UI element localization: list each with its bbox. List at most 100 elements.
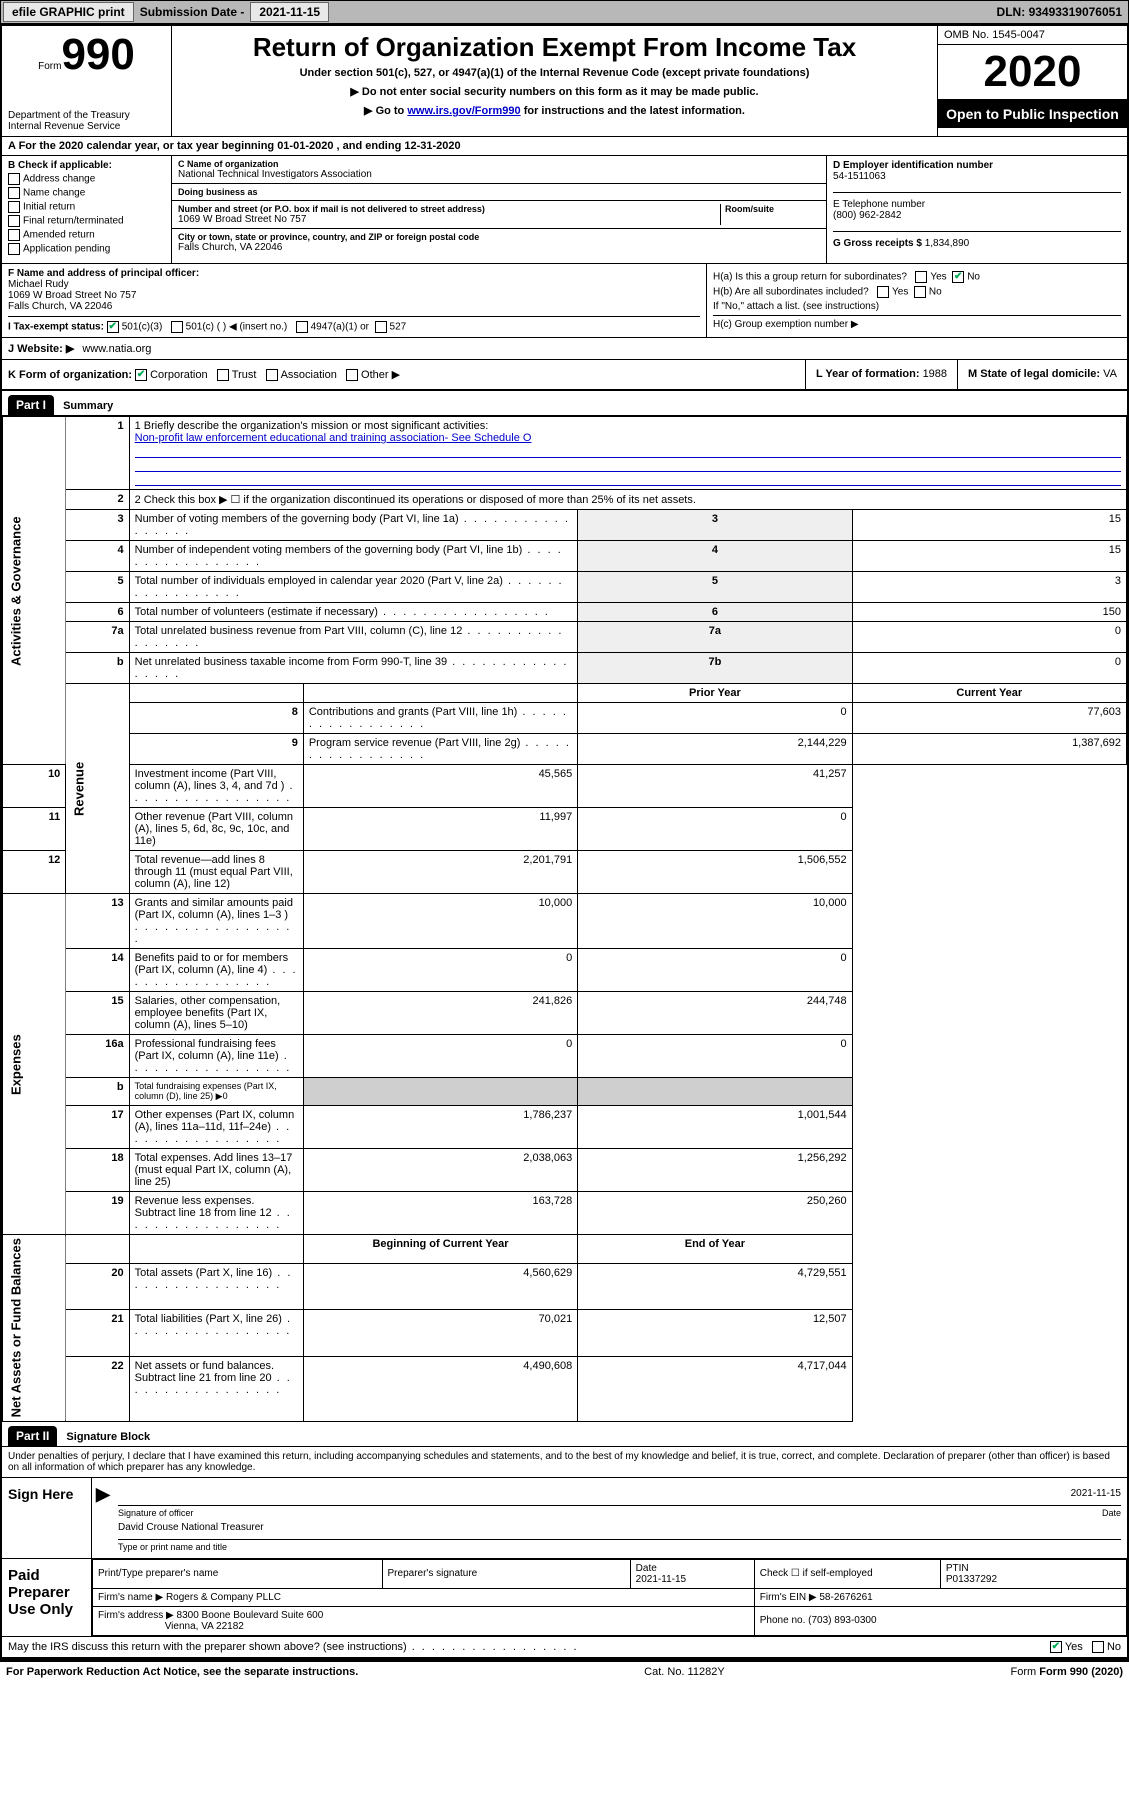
q1-mission-link[interactable]: Non-profit law enforcement educational a… bbox=[135, 432, 532, 444]
hb-note: If "No," attach a list. (see instruction… bbox=[713, 301, 1121, 312]
rev-row-12: 12Total revenue—add lines 8 through 11 (… bbox=[3, 851, 1127, 894]
firm-addr2: Vienna, VA 22182 bbox=[165, 1621, 244, 1632]
chk-amended-return[interactable]: Amended return bbox=[8, 229, 165, 241]
chk-501c[interactable] bbox=[171, 321, 183, 333]
chk-initial-return[interactable]: Initial return bbox=[8, 201, 165, 213]
officer-address: 1069 W Broad Street No 757 Falls Church,… bbox=[8, 290, 700, 312]
chk-address-change[interactable]: Address change bbox=[8, 173, 165, 185]
chk-corporation[interactable] bbox=[135, 369, 147, 381]
part2-title: Signature Block bbox=[60, 1431, 150, 1443]
ha-yes[interactable] bbox=[915, 271, 927, 283]
part1-tab: Part I bbox=[8, 395, 54, 415]
hb-no[interactable] bbox=[914, 286, 926, 298]
opt-527: 527 bbox=[390, 322, 407, 333]
chk-501c3[interactable] bbox=[107, 321, 119, 333]
top-toolbar: efile GRAPHIC print Submission Date - 20… bbox=[0, 0, 1129, 24]
chk-final-return[interactable]: Final return/terminated bbox=[8, 215, 165, 227]
officer-sig-caption: Signature of officer bbox=[118, 1508, 193, 1518]
opt-corp: Corporation bbox=[150, 369, 207, 381]
q1-cell: 1 Briefly describe the organization's mi… bbox=[129, 417, 1126, 490]
chk-trust[interactable] bbox=[217, 369, 229, 381]
chk-application-pending[interactable]: Application pending bbox=[8, 243, 165, 255]
sections-f-h: F Name and address of principal officer:… bbox=[2, 264, 1127, 338]
rev-row-11: 11Other revenue (Part VIII, column (A), … bbox=[3, 808, 1127, 851]
chk-association[interactable] bbox=[266, 369, 278, 381]
rev-row-9: 9Program service revenue (Part VIII, lin… bbox=[3, 734, 1127, 765]
section-d-e-g: D Employer identification number 54-1511… bbox=[827, 156, 1127, 263]
ein-label: D Employer identification number bbox=[833, 160, 1121, 171]
part1-table: Activities & Governance 1 1 Briefly desc… bbox=[2, 416, 1127, 1421]
section-m: M State of legal domicile: VA bbox=[957, 360, 1127, 389]
org-name-label: C Name of organization bbox=[178, 159, 820, 169]
gov-row-7a: 7aTotal unrelated business revenue from … bbox=[3, 622, 1127, 653]
firm-phone: (703) 893-0300 bbox=[808, 1615, 876, 1626]
exp-row-18: 18Total expenses. Add lines 13–17 (must … bbox=[3, 1149, 1127, 1192]
chk-name-change[interactable]: Name change bbox=[8, 187, 165, 199]
q2-num: 2 bbox=[66, 490, 129, 510]
year-formation-label: L Year of formation: bbox=[816, 368, 920, 380]
officer-name: Michael Rudy bbox=[8, 279, 700, 290]
prior-year-header: Prior Year bbox=[578, 684, 852, 703]
submission-date-button[interactable]: 2021-11-15 bbox=[250, 2, 329, 22]
chk-other[interactable] bbox=[346, 369, 358, 381]
current-year-header: Current Year bbox=[852, 684, 1126, 703]
street-address: 1069 W Broad Street No 757 bbox=[178, 214, 720, 225]
end-year-header: End of Year bbox=[578, 1235, 852, 1264]
exp-row-17: 17Other expenses (Part IX, column (A), l… bbox=[3, 1106, 1127, 1149]
discuss-text: May the IRS discuss this return with the… bbox=[8, 1641, 579, 1653]
irs-form990-link[interactable]: www.irs.gov/Form990 bbox=[407, 105, 520, 117]
prep-date-value: 2021-11-15 bbox=[636, 1574, 686, 1585]
website-label: J Website: ▶ bbox=[8, 342, 74, 355]
cat-no: Cat. No. 11282Y bbox=[644, 1666, 725, 1678]
firm-addr-cell: Firm's address ▶ 8300 Boone Boulevard Su… bbox=[93, 1606, 755, 1635]
prep-sig-header: Preparer's signature bbox=[382, 1559, 630, 1588]
gov-row-5: 5Total number of individuals employed in… bbox=[3, 572, 1127, 603]
section-i: I Tax-exempt status: 501(c)(3) 501(c) ( … bbox=[8, 316, 700, 333]
form-org-label: K Form of organization: bbox=[8, 369, 132, 381]
officer-name-line: David Crouse National Treasurer bbox=[118, 1522, 1121, 1540]
sign-arrow-icon: ▶ bbox=[96, 1484, 110, 1505]
page-footer: For Paperwork Reduction Act Notice, see … bbox=[0, 1661, 1129, 1682]
submission-date-label: Submission Date - bbox=[136, 5, 249, 19]
officer-name-title: David Crouse National Treasurer bbox=[118, 1522, 264, 1539]
hb-label: H(b) Are all subordinates included? bbox=[713, 287, 869, 298]
firm-phone-cell: Phone no. (703) 893-0300 bbox=[754, 1606, 1126, 1635]
ha-no[interactable] bbox=[952, 271, 964, 283]
form-number: 990 bbox=[61, 30, 134, 79]
section-j: J Website: ▶ www.natia.org bbox=[2, 338, 1127, 360]
city-label: City or town, state or province, country… bbox=[178, 232, 820, 242]
part1-header-row: Part I Summary bbox=[2, 391, 1127, 416]
opt-4947: 4947(a)(1) or bbox=[311, 322, 369, 333]
sign-here-label: Sign Here bbox=[2, 1478, 92, 1558]
efile-print-button[interactable]: efile GRAPHIC print bbox=[3, 2, 134, 22]
dept-treasury: Department of the Treasury Internal Reve… bbox=[8, 110, 165, 132]
date-caption: Date bbox=[1102, 1508, 1121, 1518]
section-b-label: B Check if applicable: bbox=[8, 160, 165, 171]
ptin-value: P01337292 bbox=[946, 1574, 997, 1585]
dln: DLN: 93493319076051 bbox=[997, 5, 1128, 19]
section-c: C Name of organization National Technica… bbox=[172, 156, 827, 263]
section-k: K Form of organization: Corporation Trus… bbox=[2, 360, 805, 389]
side-net-assets: Net Assets or Fund Balances bbox=[3, 1235, 66, 1421]
firm-ein: 58-2676261 bbox=[819, 1592, 872, 1603]
dln-value: 93493319076051 bbox=[1029, 5, 1122, 19]
goto-instructions: ▶ Go to www.irs.gov/Form990 for instruct… bbox=[180, 104, 929, 117]
side-expenses: Expenses bbox=[3, 894, 66, 1235]
section-b: B Check if applicable: Address change Na… bbox=[2, 156, 172, 263]
chk-527[interactable] bbox=[375, 321, 387, 333]
paid-preparer-label: Paid Preparer Use Only bbox=[2, 1559, 92, 1636]
begin-year-header: Beginning of Current Year bbox=[303, 1235, 577, 1264]
section-l: L Year of formation: 1988 bbox=[805, 360, 957, 389]
prep-selfemp: Check ☐ if self-employed bbox=[754, 1559, 940, 1588]
ein-value: 54-1511063 bbox=[833, 171, 1121, 182]
discuss-no[interactable] bbox=[1092, 1641, 1104, 1653]
city-state-zip: Falls Church, VA 22046 bbox=[178, 242, 820, 253]
hb-yes[interactable] bbox=[877, 286, 889, 298]
gov-row-6: 6Total number of volunteers (estimate if… bbox=[3, 603, 1127, 622]
discuss-yes[interactable] bbox=[1050, 1641, 1062, 1653]
addr-label: Number and street (or P.O. box if mail i… bbox=[178, 204, 720, 214]
exp-row-14: 14Benefits paid to or for members (Part … bbox=[3, 949, 1127, 992]
sign-here-row: Sign Here ▶ 2021-11-15 Signature of offi… bbox=[2, 1478, 1127, 1559]
omb-number: OMB No. 1545-0047 bbox=[938, 26, 1127, 45]
chk-4947[interactable] bbox=[296, 321, 308, 333]
